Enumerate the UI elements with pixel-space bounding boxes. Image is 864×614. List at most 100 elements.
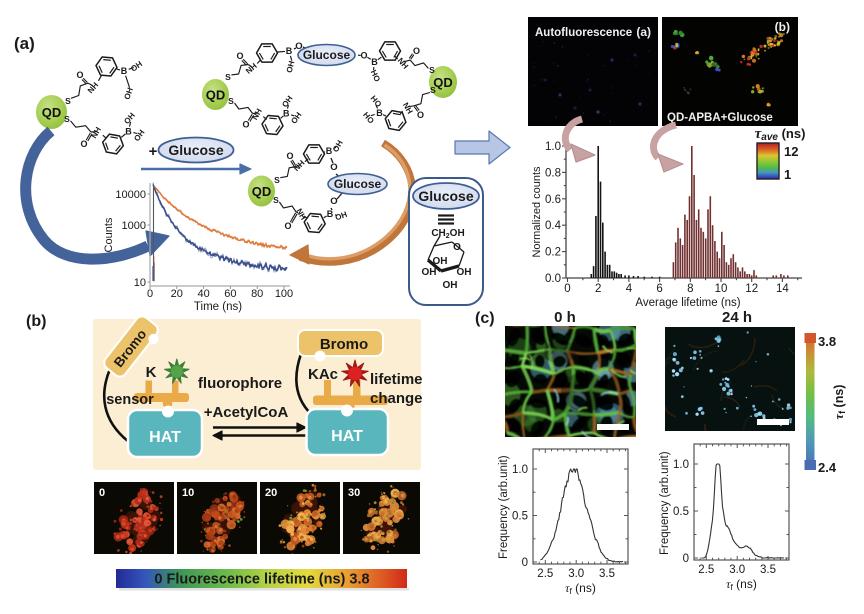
svg-text:40: 40	[197, 288, 209, 300]
svg-text:OH: OH	[457, 267, 472, 278]
svg-text:OH: OH	[132, 128, 146, 143]
svg-text:(b): (b)	[26, 313, 46, 330]
svg-text:100: 100	[275, 288, 293, 300]
svg-text:Glucose: Glucose	[168, 142, 223, 158]
svg-text:0: 0	[683, 553, 689, 565]
svg-text:S: S	[274, 175, 280, 185]
svg-text:OH: OH	[280, 94, 294, 109]
svg-text:0.5: 0.5	[673, 506, 689, 518]
svg-text:O: O	[330, 162, 337, 173]
svg-text:3.0: 3.0	[729, 564, 745, 576]
svg-text:B: B	[121, 66, 128, 76]
svg-text:0.2: 0.2	[545, 247, 561, 259]
svg-text:B: B	[283, 109, 290, 119]
svg-text:τf (ns): τf (ns)	[726, 577, 757, 592]
svg-text:0: 0	[147, 288, 153, 300]
svg-text:1000: 1000	[122, 220, 146, 232]
svg-text:Average lifetime (ns): Average lifetime (ns)	[635, 297, 740, 309]
svg-text:0: 0	[522, 557, 528, 569]
svg-text:0.0: 0.0	[545, 273, 561, 285]
svg-text:60: 60	[224, 288, 236, 300]
svg-text:O: O	[330, 196, 337, 207]
svg-text:OH: OH	[122, 86, 135, 101]
svg-text:3.8: 3.8	[818, 334, 836, 349]
svg-text:(c): (c)	[475, 310, 495, 327]
svg-text:B: B	[327, 209, 334, 219]
svg-text:HO: HO	[369, 69, 382, 84]
svg-text:KAc: KAc	[308, 366, 338, 383]
svg-text:O: O	[295, 41, 302, 52]
svg-text:20: 20	[171, 288, 183, 300]
svg-text:Frequency (arb.unit): Frequency (arb.unit)	[659, 451, 671, 555]
svg-text:3.5: 3.5	[599, 568, 615, 580]
svg-text:1.0: 1.0	[512, 464, 528, 476]
svg-text:HAT: HAT	[149, 429, 181, 446]
svg-text:12: 12	[745, 283, 758, 295]
svg-text:S: S	[429, 65, 435, 75]
svg-text:O: O	[413, 46, 420, 56]
svg-text:10000: 10000	[115, 189, 146, 201]
svg-text:Normalized counts: Normalized counts	[531, 166, 543, 258]
svg-text:OH: OH	[443, 280, 458, 291]
svg-text:B: B	[326, 146, 333, 156]
svg-text:S: S	[225, 72, 231, 82]
svg-text:12: 12	[784, 144, 798, 159]
svg-text:OH: OH	[334, 210, 349, 223]
svg-text:Counts: Counts	[103, 217, 115, 252]
svg-text:fluorophore: fluorophore	[198, 375, 282, 392]
svg-text:Bromo: Bromo	[320, 336, 368, 353]
svg-text:1: 1	[784, 167, 791, 182]
svg-text:Glucose: Glucose	[418, 188, 473, 204]
svg-text:S: S	[65, 96, 71, 106]
svg-text:OH: OH	[122, 111, 137, 126]
svg-text:O: O	[76, 70, 83, 80]
svg-text:NH: NH	[86, 80, 100, 95]
svg-text:HO: HO	[361, 110, 376, 125]
svg-text:+: +	[149, 143, 158, 160]
svg-text:4: 4	[626, 283, 633, 295]
svg-text:QD: QD	[42, 105, 62, 120]
svg-text:O: O	[236, 51, 243, 61]
svg-text:6: 6	[656, 283, 662, 295]
svg-text:Glucose: Glucose	[303, 48, 351, 62]
svg-text:80: 80	[251, 288, 263, 300]
svg-text:B: B	[376, 108, 383, 118]
svg-text:30: 30	[348, 487, 360, 499]
svg-text:OH: OH	[129, 59, 144, 73]
svg-text:change: change	[370, 390, 423, 407]
svg-text:B: B	[125, 127, 132, 137]
svg-text:+AcetylCoA: +AcetylCoA	[204, 404, 289, 421]
svg-text:1.0: 1.0	[545, 141, 561, 153]
svg-text:0.4: 0.4	[545, 220, 562, 232]
svg-text:0.8: 0.8	[545, 167, 561, 179]
svg-text:Time (ns): Time (ns)	[194, 301, 242, 313]
svg-text:HO: HO	[369, 94, 384, 109]
svg-text:10: 10	[715, 283, 728, 295]
svg-text:0 Fluorescence lifetime (ns) 3: 0 Fluorescence lifetime (ns) 3.8	[154, 572, 369, 588]
svg-text:NH: NH	[89, 125, 103, 140]
svg-text:3.5: 3.5	[760, 564, 776, 576]
svg-text:sensor: sensor	[106, 392, 154, 408]
svg-text:HAT: HAT	[331, 428, 363, 445]
svg-text:OH: OH	[289, 110, 303, 125]
svg-text:τf (ns): τf (ns)	[565, 581, 596, 596]
svg-text:0.6: 0.6	[545, 194, 561, 206]
svg-text:10: 10	[182, 487, 194, 499]
svg-text:OH: OH	[422, 267, 437, 278]
svg-text:lifetime: lifetime	[370, 371, 423, 388]
svg-text:OH: OH	[433, 256, 448, 267]
svg-text:(b): (b)	[775, 20, 790, 34]
svg-text:S: S	[430, 85, 436, 95]
svg-text:2.5: 2.5	[698, 564, 714, 576]
svg-text:OH: OH	[285, 60, 297, 74]
svg-text:τf (ns): τf (ns)	[832, 385, 847, 420]
svg-text:(a): (a)	[636, 25, 651, 39]
svg-text:B: B	[286, 46, 293, 56]
svg-text:(a): (a)	[14, 34, 35, 53]
svg-text:S: S	[228, 96, 234, 106]
svg-text:QD: QD	[433, 75, 453, 90]
svg-text:1.0: 1.0	[673, 459, 689, 471]
svg-text:2.5: 2.5	[537, 568, 553, 580]
svg-text:O: O	[417, 110, 424, 120]
svg-text:NH: NH	[396, 56, 410, 71]
